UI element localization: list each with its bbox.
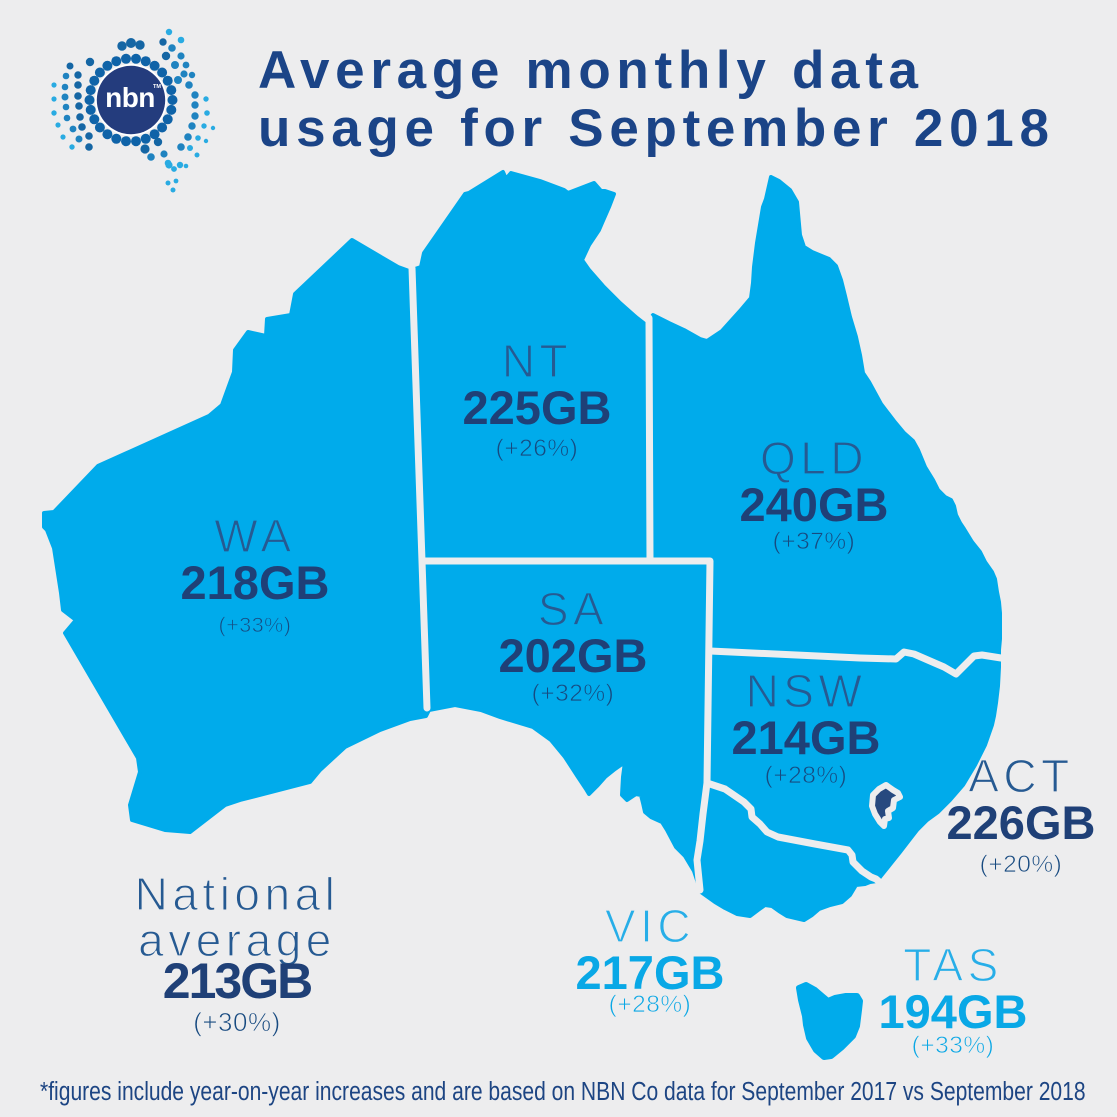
svg-text:nbn: nbn [105,82,155,113]
svg-text:TM: TM [153,84,161,90]
